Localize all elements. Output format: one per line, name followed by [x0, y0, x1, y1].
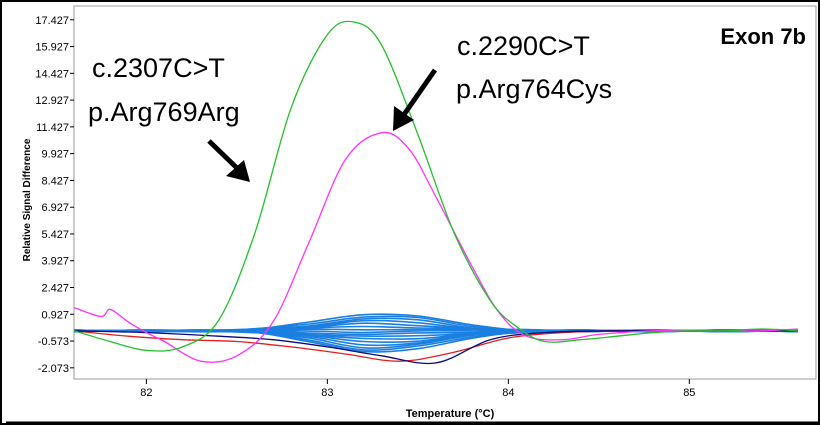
y-axis: 17.427 15.927 14.427 12.927 11.427 9.927 8.427…: [35, 15, 74, 375]
annotation-1-arrow: [207, 139, 250, 182]
y-tick-label: 9.927: [41, 149, 69, 161]
y-tick-label: 5.427: [41, 229, 69, 241]
y-tick-label: 17.427: [35, 15, 69, 27]
y-tick-label: 0.927: [41, 309, 69, 321]
x-tick-label: 85: [683, 387, 695, 399]
y-tick-label: -2.073: [38, 363, 69, 375]
series-lines: [73, 20, 798, 365]
y-tick-label: 6.927: [41, 202, 69, 214]
x-tick-label: 84: [502, 387, 514, 399]
y-axis-label: Relative Signal Difference: [22, 138, 33, 261]
y-tick-label: 14.427: [35, 68, 69, 80]
x-tick-label: 82: [140, 387, 152, 399]
y-tick-label: 11.427: [36, 122, 69, 134]
series-curve: [73, 20, 798, 352]
annotation-2-line1: c.2290C>T: [457, 31, 590, 61]
annotation-2-line2: p.Arg764Cys: [456, 74, 612, 104]
plot-area: [73, 5, 817, 380]
series-curve: [73, 131, 798, 363]
y-tick-label: 2.427: [41, 282, 69, 294]
annotation-2-arrow: [393, 68, 438, 131]
y-tick-label: 8.427: [41, 175, 69, 187]
annotation-1-line1: c.2307C>T: [92, 53, 225, 83]
x-axis: 82 83 84 85: [140, 379, 695, 399]
x-axis-label: Temperature (°C): [406, 408, 495, 420]
chart-title: Exon 7b: [720, 24, 806, 49]
x-tick-label: 83: [321, 387, 333, 399]
y-tick-label: 12.927: [35, 95, 69, 107]
y-tick-label: 15.927: [35, 42, 69, 54]
annotation-1-line2: p.Arg769Arg: [88, 97, 240, 127]
y-tick-label: 3.927: [41, 256, 69, 268]
y-tick-label: -0.573: [38, 336, 69, 348]
blue-curve: [73, 329, 798, 353]
